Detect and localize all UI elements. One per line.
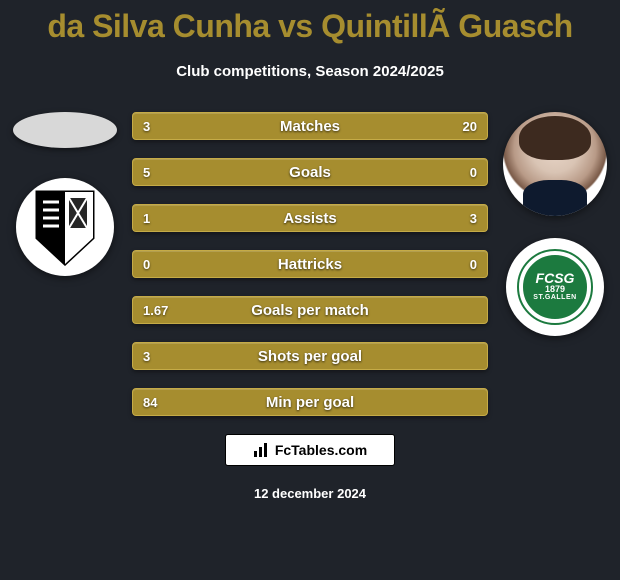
stat-row: 5 Goals 0 <box>132 158 488 186</box>
vitoria-shield-icon <box>33 188 97 266</box>
footer-brand: FcTables.com <box>225 434 395 466</box>
stat-row: 3 Shots per goal <box>132 342 488 370</box>
stat-row: 1 Assists 3 <box>132 204 488 232</box>
stat-right-value: 0 <box>470 165 477 180</box>
stat-label: Hattricks <box>133 256 487 273</box>
player-left-club-badge <box>16 178 114 276</box>
footer-brand-text: FcTables.com <box>275 442 367 458</box>
stat-label: Goals per match <box>133 302 487 319</box>
left-player-column <box>10 112 120 276</box>
stat-right-value: 0 <box>470 257 477 272</box>
right-player-column: FCSG 1879 ST.GALLEN <box>500 112 610 336</box>
player-right-club-badge: FCSG 1879 ST.GALLEN <box>506 238 604 336</box>
stat-left-value: 3 <box>143 119 150 134</box>
stat-left-value: 0 <box>143 257 150 272</box>
stat-left-value: 5 <box>143 165 150 180</box>
comparison-panel: FCSG 1879 ST.GALLEN 3 Matches 20 5 Goals… <box>0 112 620 416</box>
page-title: da Silva Cunha vs QuintillÃ Guasch <box>0 0 620 45</box>
stat-row: 3 Matches 20 <box>132 112 488 140</box>
fcsg-line2: 1879 <box>545 285 565 294</box>
stat-row: 0 Hattricks 0 <box>132 250 488 278</box>
stat-label: Assists <box>133 210 487 227</box>
stats-bars: 3 Matches 20 5 Goals 0 1 Assists 3 0 Hat… <box>132 112 488 416</box>
stat-left-value: 1 <box>143 211 150 226</box>
stat-label: Goals <box>133 164 487 181</box>
stat-label: Min per goal <box>133 394 487 411</box>
stat-left-value: 84 <box>143 395 157 410</box>
fcsg-line3: ST.GALLEN <box>533 294 576 302</box>
player-left-avatar-placeholder <box>13 112 117 148</box>
player-right-avatar <box>503 112 607 216</box>
fcsg-line1: FCSG <box>536 271 575 285</box>
stat-right-value: 3 <box>470 211 477 226</box>
stat-row: 1.67 Goals per match <box>132 296 488 324</box>
stat-left-value: 1.67 <box>143 303 168 318</box>
fcsg-badge-icon: FCSG 1879 ST.GALLEN <box>519 251 591 323</box>
footer-date: 12 december 2024 <box>0 486 620 501</box>
stat-left-value: 3 <box>143 349 150 364</box>
stat-label: Shots per goal <box>133 348 487 365</box>
bars-icon <box>253 442 269 458</box>
stat-row: 84 Min per goal <box>132 388 488 416</box>
subtitle: Club competitions, Season 2024/2025 <box>0 63 620 80</box>
stat-right-value: 20 <box>463 119 477 134</box>
stat-label: Matches <box>133 118 487 135</box>
